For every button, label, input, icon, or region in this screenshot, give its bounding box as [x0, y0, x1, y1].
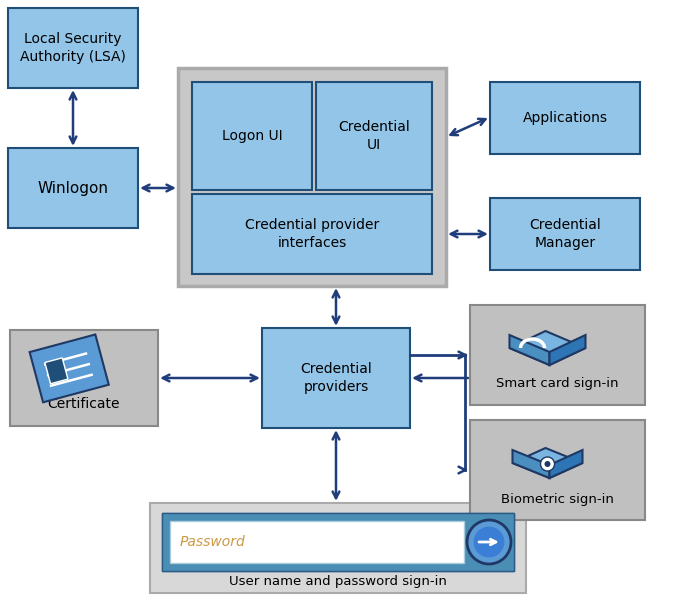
Bar [262, 328, 410, 428]
Circle shape [474, 527, 504, 557]
Bar [192, 194, 432, 274]
Bar [150, 503, 526, 593]
Bar [10, 330, 158, 426]
FancyArrowPatch shape [70, 93, 76, 143]
Circle shape [467, 520, 511, 564]
Bar [316, 82, 432, 190]
Circle shape [541, 457, 554, 471]
FancyArrowPatch shape [333, 291, 340, 323]
Polygon shape [512, 450, 549, 478]
Text: Credential
Manager: Credential Manager [529, 218, 601, 250]
FancyArrowPatch shape [333, 433, 340, 498]
Text: Logon UI: Logon UI [221, 129, 282, 143]
Bar [192, 82, 312, 190]
FancyArrowPatch shape [415, 375, 468, 381]
FancyArrowPatch shape [143, 185, 173, 191]
Circle shape [545, 461, 551, 467]
Bar [490, 198, 640, 270]
Bar [170, 521, 464, 563]
Text: Smart card sign-in: Smart card sign-in [496, 378, 619, 390]
Polygon shape [510, 331, 585, 365]
Polygon shape [549, 450, 583, 478]
FancyArrowPatch shape [451, 231, 485, 237]
FancyArrowPatch shape [458, 351, 466, 358]
Text: User name and password sign-in: User name and password sign-in [229, 575, 447, 589]
Bar [8, 148, 138, 228]
Polygon shape [510, 335, 549, 365]
Text: Biometric sign-in: Biometric sign-in [501, 492, 614, 506]
Text: Credential
UI: Credential UI [338, 120, 410, 152]
Bar [45, 358, 68, 384]
Bar [162, 513, 514, 571]
Text: Certificate: Certificate [48, 398, 120, 412]
Bar [470, 420, 645, 520]
Bar [470, 305, 645, 405]
Text: Applications: Applications [522, 111, 608, 125]
FancyBboxPatch shape [30, 334, 109, 402]
Polygon shape [549, 335, 585, 365]
FancyArrowPatch shape [458, 467, 466, 473]
Bar [178, 68, 446, 286]
FancyArrowPatch shape [450, 119, 485, 135]
FancyArrowPatch shape [479, 539, 496, 544]
Text: Winlogon: Winlogon [38, 180, 109, 195]
Polygon shape [512, 448, 583, 478]
Text: Local Security
Authority (LSA): Local Security Authority (LSA) [20, 32, 126, 64]
Bar [8, 8, 138, 88]
Text: Credential provider
interfaces: Credential provider interfaces [245, 218, 379, 250]
Text: Password: Password [180, 535, 246, 549]
Bar [490, 82, 640, 154]
FancyArrowPatch shape [163, 375, 257, 381]
Bar [162, 513, 514, 571]
Text: Credential
providers: Credential providers [300, 362, 372, 394]
